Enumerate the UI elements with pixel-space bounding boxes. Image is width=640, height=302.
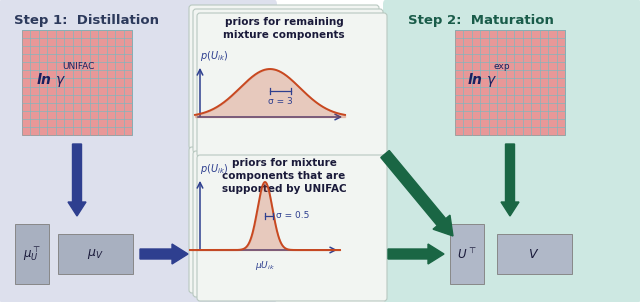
FancyBboxPatch shape: [193, 151, 383, 297]
Bar: [450, 224, 484, 284]
Bar: [22, 30, 132, 135]
FancyBboxPatch shape: [189, 147, 379, 293]
Text: $p(U_{ik})$: $p(U_{ik})$: [200, 162, 228, 176]
FancyBboxPatch shape: [383, 0, 640, 302]
FancyArrow shape: [68, 144, 86, 216]
Text: $p(U_{ik})$: $p(U_{ik})$: [200, 49, 228, 63]
Bar: [58, 234, 133, 274]
Text: exp: exp: [493, 62, 509, 71]
Text: Step 1:  Distillation: Step 1: Distillation: [14, 14, 159, 27]
Text: $\mu_V$: $\mu_V$: [86, 247, 103, 261]
Bar: [497, 234, 572, 274]
Text: $V$: $V$: [529, 248, 540, 261]
FancyBboxPatch shape: [0, 0, 277, 302]
FancyArrow shape: [501, 144, 519, 216]
Text: ln $\gamma$: ln $\gamma$: [36, 71, 67, 89]
FancyBboxPatch shape: [193, 9, 383, 153]
Bar: [455, 30, 565, 135]
FancyArrow shape: [381, 150, 453, 236]
Text: priors for mixture
components that are
supported by UNIFAC: priors for mixture components that are s…: [221, 158, 346, 194]
Text: ln $\gamma$: ln $\gamma$: [467, 71, 497, 89]
FancyBboxPatch shape: [197, 155, 387, 301]
Text: UNIFAC: UNIFAC: [62, 62, 94, 71]
Text: σ = 3: σ = 3: [268, 97, 293, 106]
FancyBboxPatch shape: [189, 5, 379, 149]
FancyArrow shape: [388, 244, 444, 264]
Bar: [15, 224, 49, 284]
FancyArrow shape: [140, 244, 188, 264]
Text: Step 2:  Maturation: Step 2: Maturation: [408, 14, 554, 27]
Text: priors for remaining
mixture components: priors for remaining mixture components: [223, 17, 345, 40]
FancyBboxPatch shape: [197, 13, 387, 157]
Text: $\mu U_{ik}$: $\mu U_{ik}$: [255, 259, 275, 272]
Text: $\mu_U^\top$: $\mu_U^\top$: [23, 245, 41, 263]
Text: $U^\top$: $U^\top$: [457, 246, 477, 262]
Text: σ = 0.5: σ = 0.5: [275, 211, 309, 220]
